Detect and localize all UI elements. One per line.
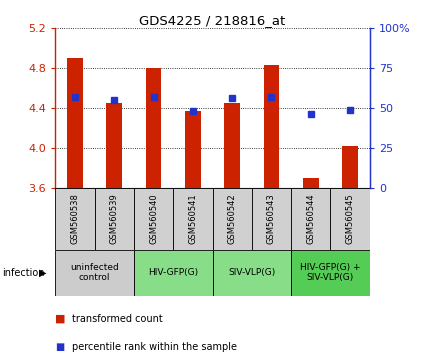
- Text: uninfected
control: uninfected control: [70, 263, 119, 282]
- Text: ■: ■: [55, 314, 66, 324]
- Text: SIV-VLP(G): SIV-VLP(G): [228, 268, 275, 277]
- Bar: [94, 188, 134, 250]
- Bar: [55, 188, 94, 250]
- Bar: [212, 250, 291, 296]
- Text: infection: infection: [2, 268, 45, 278]
- Text: HIV-GFP(G) +
SIV-VLP(G): HIV-GFP(G) + SIV-VLP(G): [300, 263, 361, 282]
- Bar: [185, 111, 201, 188]
- Bar: [252, 188, 291, 250]
- Bar: [146, 68, 162, 188]
- Bar: [291, 188, 331, 250]
- Text: GSM560543: GSM560543: [267, 193, 276, 244]
- Text: GSM560544: GSM560544: [306, 193, 315, 244]
- Text: ■: ■: [55, 342, 65, 352]
- Bar: [67, 58, 83, 188]
- Bar: [224, 103, 240, 188]
- Text: GSM560539: GSM560539: [110, 193, 119, 244]
- Text: ▶: ▶: [39, 268, 47, 278]
- Bar: [134, 250, 212, 296]
- Bar: [303, 178, 319, 188]
- Text: percentile rank within the sample: percentile rank within the sample: [72, 342, 237, 352]
- Text: HIV-GFP(G): HIV-GFP(G): [148, 268, 198, 277]
- Bar: [173, 188, 212, 250]
- Text: GSM560545: GSM560545: [346, 193, 354, 244]
- Bar: [212, 188, 252, 250]
- Text: GSM560538: GSM560538: [71, 193, 79, 244]
- Text: GSM560540: GSM560540: [149, 193, 158, 244]
- Bar: [291, 250, 370, 296]
- Bar: [342, 146, 358, 188]
- Text: transformed count: transformed count: [72, 314, 163, 324]
- Bar: [55, 250, 134, 296]
- Bar: [264, 65, 279, 188]
- Text: GSM560541: GSM560541: [188, 193, 197, 244]
- Bar: [331, 188, 370, 250]
- Bar: [106, 103, 122, 188]
- Bar: [134, 188, 173, 250]
- Title: GDS4225 / 218816_at: GDS4225 / 218816_at: [139, 14, 286, 27]
- Text: GSM560542: GSM560542: [228, 193, 237, 244]
